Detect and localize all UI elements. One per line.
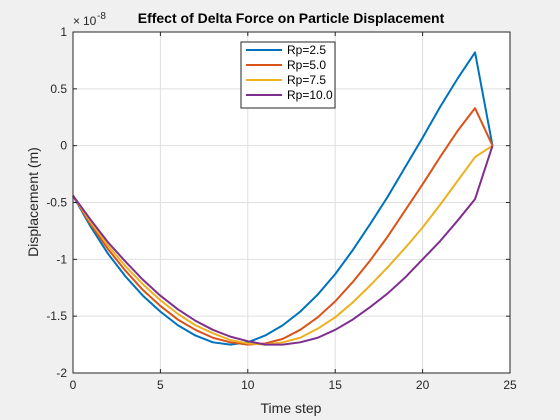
y-exponent: × 10 -8 bbox=[73, 11, 106, 28]
x-tick-label: 20 bbox=[416, 378, 430, 392]
series-line-1 bbox=[72, 51, 494, 346]
legend-label-2: Rp=5.0 bbox=[287, 58, 326, 72]
y-tick-label: 1 bbox=[60, 25, 67, 39]
tick-labels: 0 5 10 15 20 25 -2 -1.5 -1 -0.5 0 0.5 1 bbox=[46, 25, 517, 392]
series-line-2 bbox=[72, 107, 494, 346]
series-lines bbox=[72, 51, 494, 346]
x-tick-label: 10 bbox=[241, 378, 255, 392]
chart-title: Effect of Delta Force on Particle Displa… bbox=[138, 10, 445, 26]
legend-label-1: Rp=2.5 bbox=[287, 43, 326, 57]
y-tick-label: -1.5 bbox=[46, 309, 67, 323]
x-axis-label: Time step bbox=[261, 400, 322, 416]
series-line-3 bbox=[72, 144, 494, 346]
y-tick-label: 0 bbox=[60, 139, 67, 153]
y-tick-label: -2 bbox=[56, 366, 67, 380]
y-tick-label: 0.5 bbox=[50, 82, 67, 96]
legend-label-3: Rp=7.5 bbox=[287, 73, 326, 87]
series-line-4 bbox=[72, 145, 494, 346]
y-tick-label: -1 bbox=[56, 252, 67, 266]
ticks bbox=[72, 31, 511, 374]
legend-box bbox=[240, 41, 336, 109]
x-tick-label: 5 bbox=[157, 378, 164, 392]
legend: Rp=2.5Rp=5.0Rp=7.5Rp=10.0 bbox=[240, 41, 336, 109]
y-axis-label: Displacement (m) bbox=[25, 147, 41, 257]
y-tick-label: -0.5 bbox=[46, 196, 67, 210]
x-tick-label: 15 bbox=[329, 378, 343, 392]
y-exponent-times: × bbox=[73, 14, 80, 28]
y-exponent-base: 10 bbox=[83, 14, 97, 28]
x-tick-label: 25 bbox=[503, 378, 517, 392]
x-tick-label: 0 bbox=[70, 378, 77, 392]
y-exponent-power: -8 bbox=[97, 11, 106, 22]
legend-label-4: Rp=10.0 bbox=[287, 88, 333, 102]
